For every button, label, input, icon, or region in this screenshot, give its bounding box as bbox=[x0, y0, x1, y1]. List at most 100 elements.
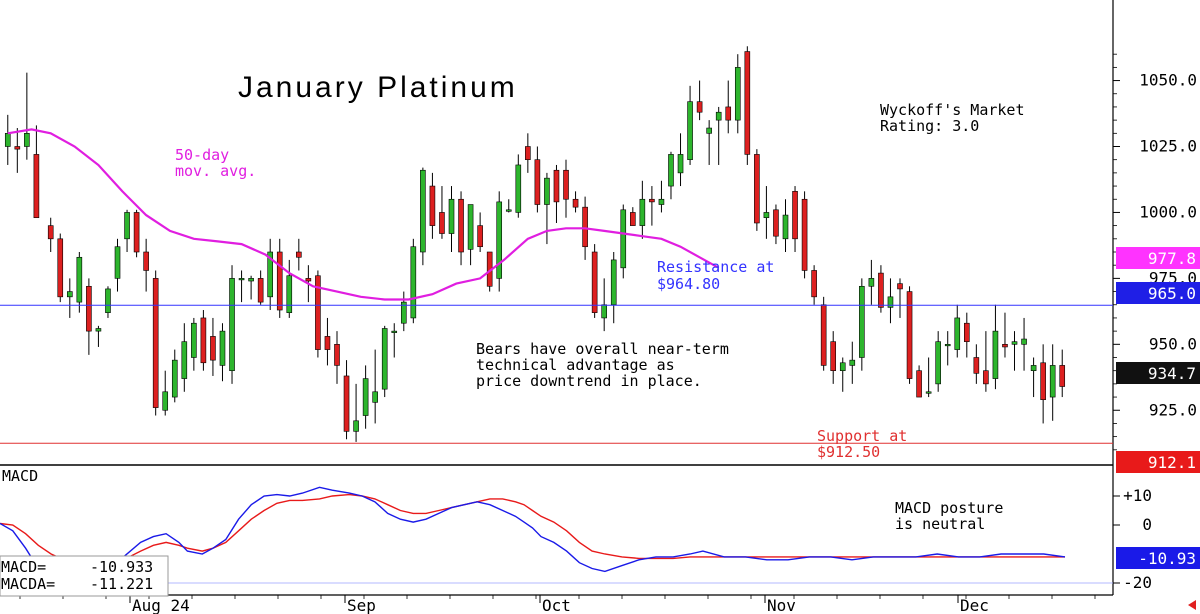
bears-note-line3: price downtrend in place. bbox=[476, 372, 702, 390]
candle-body bbox=[181, 341, 188, 379]
horizontal-lines-layer bbox=[0, 304, 1113, 444]
x-tick-label: Oct bbox=[542, 596, 571, 614]
candle-body bbox=[210, 336, 216, 361]
candle-body bbox=[467, 204, 474, 250]
scroll-left-icon[interactable] bbox=[1188, 600, 1196, 610]
candle-body bbox=[1011, 341, 1018, 345]
x-tick-label: Sep bbox=[347, 596, 376, 614]
candle-body bbox=[400, 301, 407, 324]
y-tick-label: 950.0 bbox=[1149, 334, 1197, 353]
wyckoff-line2: Rating: 3.0 bbox=[880, 117, 979, 135]
candle-body bbox=[286, 275, 293, 313]
candle-body bbox=[133, 212, 140, 253]
candle-body bbox=[200, 317, 207, 364]
macd-line bbox=[0, 486, 1066, 580]
candle-body bbox=[544, 177, 550, 205]
moving-average-layer bbox=[7, 128, 720, 301]
macd-y-tick-label: 0 bbox=[1142, 515, 1152, 534]
candle-body bbox=[601, 304, 607, 319]
candle-body bbox=[553, 169, 560, 203]
candle-body bbox=[219, 330, 226, 366]
candle-body bbox=[429, 185, 436, 226]
bears-note-line2: technical advantage as bbox=[476, 356, 675, 374]
candle-body bbox=[782, 214, 789, 240]
chart-title: January Platinum bbox=[238, 71, 518, 104]
candle-body bbox=[525, 146, 531, 160]
candle-body bbox=[668, 154, 674, 187]
macd-y-tick-label: +10 bbox=[1123, 486, 1152, 505]
candle-body bbox=[1021, 338, 1027, 345]
candle-body bbox=[114, 246, 121, 279]
candle-body bbox=[324, 336, 331, 350]
candle-body bbox=[372, 391, 378, 403]
candle-body bbox=[171, 359, 178, 398]
candle-body bbox=[353, 420, 359, 432]
last-price-tag bbox=[1116, 362, 1200, 384]
macda-readout-value: -11.221 bbox=[90, 575, 153, 593]
candle-body bbox=[296, 251, 302, 258]
candle-body bbox=[257, 278, 264, 303]
y-tick-label: 1050.0 bbox=[1139, 71, 1197, 90]
candle-body bbox=[420, 169, 426, 253]
candle-body bbox=[754, 154, 760, 224]
macd-readout-label: MACD= bbox=[1, 558, 46, 576]
candle-body bbox=[515, 164, 522, 213]
candle-body bbox=[238, 278, 245, 281]
candle-body bbox=[734, 67, 741, 121]
candle-body bbox=[315, 275, 321, 350]
candle-body bbox=[381, 328, 388, 390]
candle-body bbox=[610, 259, 617, 306]
moving-average-line bbox=[7, 128, 720, 301]
candle-body bbox=[391, 330, 398, 333]
candle-body bbox=[505, 209, 512, 212]
candle-body bbox=[935, 341, 941, 385]
macd-note-line1: MACD posture bbox=[895, 499, 1003, 517]
candle-body bbox=[878, 272, 884, 308]
candle-body bbox=[1049, 365, 1056, 398]
candle-body bbox=[1059, 365, 1066, 387]
candle-body bbox=[276, 251, 283, 311]
candles-layer bbox=[4, 46, 1066, 442]
candle-body bbox=[458, 198, 464, 253]
candle-body bbox=[143, 251, 149, 271]
y-tick-label: 1000.0 bbox=[1139, 202, 1197, 221]
candle-body bbox=[859, 285, 865, 358]
candle-body bbox=[47, 225, 54, 240]
candle-body bbox=[897, 283, 903, 290]
ma-value-tag-text: 977.8 bbox=[1148, 249, 1196, 268]
candle-body bbox=[591, 251, 598, 313]
candle-body bbox=[773, 209, 779, 237]
candle-body bbox=[448, 198, 455, 234]
candle-body bbox=[954, 317, 961, 350]
x-tick-label: Dec bbox=[960, 596, 989, 614]
candle-body bbox=[649, 198, 655, 203]
candle-body bbox=[887, 296, 894, 308]
candle-body bbox=[677, 154, 684, 174]
candle-body bbox=[267, 251, 273, 298]
candle-body bbox=[1040, 362, 1046, 400]
candle-body bbox=[24, 133, 30, 147]
candle-body bbox=[725, 106, 732, 121]
candle-body bbox=[582, 206, 588, 248]
macd-readout-box bbox=[0, 555, 169, 597]
candle-body bbox=[95, 328, 102, 332]
candle-body bbox=[57, 238, 64, 298]
candle-body bbox=[964, 322, 970, 342]
candle-body bbox=[830, 341, 837, 371]
price-panel-frame bbox=[0, 0, 1113, 465]
macda-readout-label: MACDA= bbox=[1, 575, 55, 593]
support-label-line2: $912.50 bbox=[817, 443, 880, 461]
candle-body bbox=[534, 159, 541, 205]
candle-body bbox=[925, 391, 932, 394]
candle-body bbox=[687, 101, 693, 160]
candle-body bbox=[1030, 365, 1037, 371]
ma-label-line2: mov. avg. bbox=[175, 162, 256, 180]
candle-body bbox=[696, 101, 703, 113]
candle-body bbox=[477, 225, 483, 248]
candle-body bbox=[362, 378, 369, 416]
candle-body bbox=[620, 209, 627, 269]
x-tick-label: Aug 24 bbox=[132, 596, 190, 614]
resistance-tag bbox=[1116, 282, 1200, 304]
